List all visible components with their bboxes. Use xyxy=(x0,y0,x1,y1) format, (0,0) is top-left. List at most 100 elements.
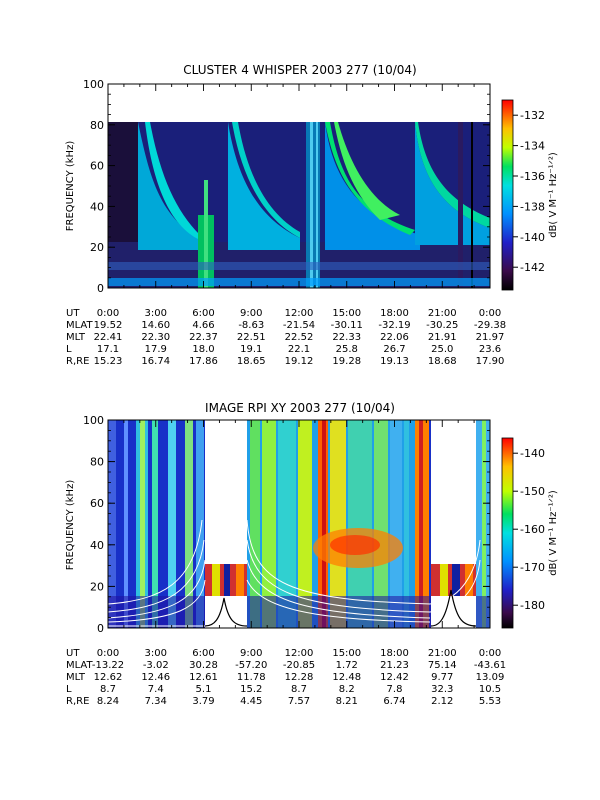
y-tick-label: 60 xyxy=(90,497,104,510)
colorbar-tick-label: -170 xyxy=(520,561,545,574)
y-tick-label: 80 xyxy=(90,119,104,132)
ephemeris-cell: 30.28 xyxy=(189,660,218,671)
panel2-colorbar xyxy=(501,437,514,629)
ephemeris-cell: 17.86 xyxy=(189,356,218,367)
ephemeris-cell: 10.5 xyxy=(479,684,501,695)
ephemeris-cell: 12:00 xyxy=(285,308,314,319)
ephemeris-cell: 22.1 xyxy=(288,344,310,355)
ephemeris-cell: 19.12 xyxy=(285,356,314,367)
ephemeris-cell: 9:00 xyxy=(240,648,262,659)
ephemeris-cell: -3.02 xyxy=(143,660,169,671)
ephemeris-cell: 7.57 xyxy=(288,696,310,707)
y-tick-label: 60 xyxy=(90,160,104,173)
panel1-ylabel: FREQUENCY (kHz) xyxy=(65,141,76,232)
ephemeris-cell: 7.8 xyxy=(387,684,403,695)
ephemeris-cell: 5.1 xyxy=(196,684,212,695)
ephemeris-cell: 8.2 xyxy=(339,684,355,695)
ephemeris-cell: 17.1 xyxy=(97,344,119,355)
y-tick-label: 0 xyxy=(97,622,104,635)
ephemeris-cell: 23.6 xyxy=(479,344,501,355)
ephemeris-cell: -57.20 xyxy=(235,660,267,671)
ephemeris-cell: -20.85 xyxy=(283,660,315,671)
ephemeris-cell: 26.7 xyxy=(383,344,405,355)
ephemeris-cell: 21:00 xyxy=(428,648,457,659)
panel1-colorbar-label: dB( V M⁻¹ Hz⁻¹ᐟ²) xyxy=(548,152,559,238)
ephemeris-cell: 12.46 xyxy=(141,672,170,683)
ephemeris-cell: 9.77 xyxy=(431,672,453,683)
panel1-spectrogram xyxy=(108,122,490,288)
ephemeris-cell: 25.0 xyxy=(431,344,453,355)
ephemeris-cell: 19.28 xyxy=(332,356,361,367)
colorbar-tick-label: -142 xyxy=(520,261,545,274)
ephemeris-cell: 4.66 xyxy=(192,320,214,331)
ephemeris-cell: 8.7 xyxy=(100,684,116,695)
ephemeris-cell: 9:00 xyxy=(240,308,262,319)
ephemeris-cell: 15:00 xyxy=(332,308,361,319)
panel1-axes: 0 20 40 60 80 100 xyxy=(83,78,491,295)
panel2-title: IMAGE RPI XY 2003 277 (10/04) xyxy=(205,401,395,415)
ephemeris-cell: 11.78 xyxy=(237,672,266,683)
ephemeris-cell: 13.09 xyxy=(476,672,505,683)
colorbar-tick-label: -180 xyxy=(520,599,545,612)
ephemeris-cell: 21:00 xyxy=(428,308,457,319)
colorbar-tick-label: -134 xyxy=(520,140,545,153)
ephemeris-cell: 6:00 xyxy=(192,308,214,319)
ephemeris-cell: 21.97 xyxy=(476,332,505,343)
ephemeris-cell: 12.61 xyxy=(189,672,218,683)
ephemeris-cell: 22.52 xyxy=(285,332,314,343)
ephemeris-cell: 17.9 xyxy=(145,344,167,355)
ephemeris-cell: 15:00 xyxy=(332,648,361,659)
colorbar-tick-label: -132 xyxy=(520,109,545,122)
panel1-ephemeris-table: UT 0:00 3:00 6:00 9:00 12:00 15:00 18:00 21:00 0:… xyxy=(66,308,506,367)
colorbar-tick-label: -140 xyxy=(520,447,545,460)
colorbar-tick-label: -138 xyxy=(520,200,545,213)
ephemeris-row-label: L xyxy=(66,344,72,355)
ephemeris-cell: 6:00 xyxy=(192,648,214,659)
ephemeris-cell: 3:00 xyxy=(145,648,167,659)
ephemeris-cell: 12.42 xyxy=(380,672,409,683)
ephemeris-cell: 8.24 xyxy=(97,696,119,707)
ephemeris-cell: 18.65 xyxy=(237,356,266,367)
ephemeris-cell: 16.74 xyxy=(141,356,170,367)
colorbar-tick-label: -150 xyxy=(520,485,545,498)
ephemeris-row-label: R,RE xyxy=(66,696,89,707)
ephemeris-cell: -32.19 xyxy=(378,320,410,331)
ephemeris-cell: 21.91 xyxy=(428,332,457,343)
ephemeris-cell: 22.37 xyxy=(189,332,218,343)
ephemeris-cell: 22.06 xyxy=(380,332,409,343)
colorbar-tick-label: -140 xyxy=(520,231,545,244)
ephemeris-cell: 18.68 xyxy=(428,356,457,367)
ephemeris-cell: 3:00 xyxy=(145,308,167,319)
colorbar-tick-label: -160 xyxy=(520,523,545,536)
ephemeris-row-label: L xyxy=(66,684,72,695)
ephemeris-cell: 15.23 xyxy=(94,356,123,367)
ephemeris-row-label: MLT xyxy=(66,332,86,343)
ephemeris-cell: 5.53 xyxy=(479,696,501,707)
ephemeris-cell: -13.22 xyxy=(92,660,124,671)
ephemeris-cell: 17.90 xyxy=(476,356,505,367)
ephemeris-cell: 75.14 xyxy=(428,660,457,671)
ephemeris-cell: 19.52 xyxy=(94,320,123,331)
ephemeris-cell: 14.60 xyxy=(141,320,170,331)
ephemeris-cell: 25.8 xyxy=(336,344,358,355)
ephemeris-cell: 7.4 xyxy=(148,684,164,695)
ephemeris-cell: 22.51 xyxy=(237,332,266,343)
ephemeris-cell: 4.45 xyxy=(240,696,262,707)
panel2-axes: 0 20 40 60 80 100 xyxy=(83,414,491,635)
y-tick-label: 20 xyxy=(90,241,104,254)
ephemeris-cell: 0:00 xyxy=(97,648,119,659)
ephemeris-cell: 1.72 xyxy=(336,660,358,671)
y-tick-label: 40 xyxy=(90,539,104,552)
ephemeris-row-label: R,RE xyxy=(66,356,89,367)
ephemeris-cell: 12.28 xyxy=(285,672,314,683)
panel2-colorbar-label: dB( V M⁻¹ Hz⁻¹ᐟ²) xyxy=(548,490,559,576)
ephemeris-cell: 32.3 xyxy=(431,684,453,695)
ephemeris-row-label: MLAT xyxy=(66,660,93,671)
y-tick-label: 100 xyxy=(83,414,104,427)
ephemeris-cell: 18:00 xyxy=(380,308,409,319)
ephemeris-cell: -29.38 xyxy=(474,320,506,331)
ephemeris-cell: -8.63 xyxy=(238,320,264,331)
ephemeris-cell: 15.2 xyxy=(240,684,262,695)
ephemeris-cell: 7.34 xyxy=(145,696,167,707)
